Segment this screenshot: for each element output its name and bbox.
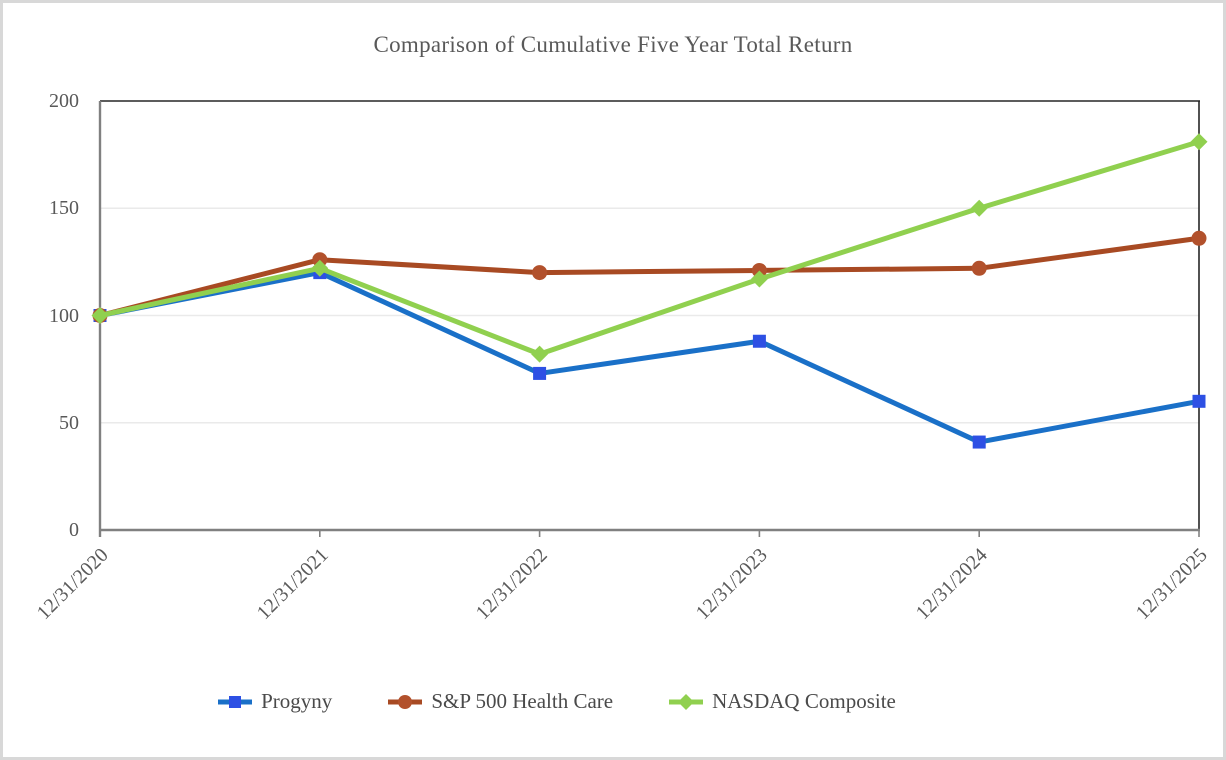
- series-line-2: [97, 139, 1202, 357]
- y-tick-label: 100: [49, 304, 79, 327]
- marker-diamond: [91, 307, 109, 324]
- marker-diamond: [311, 259, 329, 277]
- legend-label: S&P 500 Health Care: [431, 689, 614, 713]
- legend-label: Progyny: [261, 689, 333, 713]
- line-chart-plot: [91, 100, 1208, 537]
- marker-circle: [971, 260, 987, 276]
- legend-item-progyny: Progyny: [218, 689, 332, 714]
- marker-diamond: [1190, 133, 1208, 151]
- marker-circle: [312, 252, 328, 268]
- chart-legend: Progyny S&P 500 Health Care NASDAQ Composi…: [3, 689, 1167, 714]
- y-tick-label: 50: [59, 411, 79, 434]
- y-tick-label: 0: [69, 519, 79, 541]
- legend-label: NASDAQ Composite: [712, 689, 896, 713]
- y-tick-label: 200: [49, 90, 79, 112]
- chart-title: Comparison of Cumulative Five Year Total…: [373, 32, 853, 57]
- marker-circle: [1191, 230, 1207, 246]
- legend-item-nasdaq-composite: NASDAQ Composite: [669, 689, 896, 714]
- legend-square-marker-icon: [218, 695, 253, 708]
- marker-square: [1192, 394, 1206, 408]
- legend-circle-marker-icon: [388, 694, 423, 709]
- marker-square: [972, 435, 986, 449]
- marker-square: [752, 334, 766, 348]
- legend-item-s-p-500-health-care: S&P 500 Health Care: [388, 689, 613, 714]
- y-tick-label: 150: [49, 197, 79, 220]
- marker-diamond: [531, 345, 549, 363]
- marker-circle: [532, 265, 548, 281]
- marker-square: [533, 366, 547, 380]
- marker-circle: [751, 262, 767, 278]
- legend-diamond-marker-icon: [669, 693, 704, 710]
- series-line-0: [97, 270, 1202, 445]
- marker-diamond: [750, 270, 768, 288]
- series-line-1: [97, 235, 1202, 318]
- marker-diamond: [970, 199, 988, 217]
